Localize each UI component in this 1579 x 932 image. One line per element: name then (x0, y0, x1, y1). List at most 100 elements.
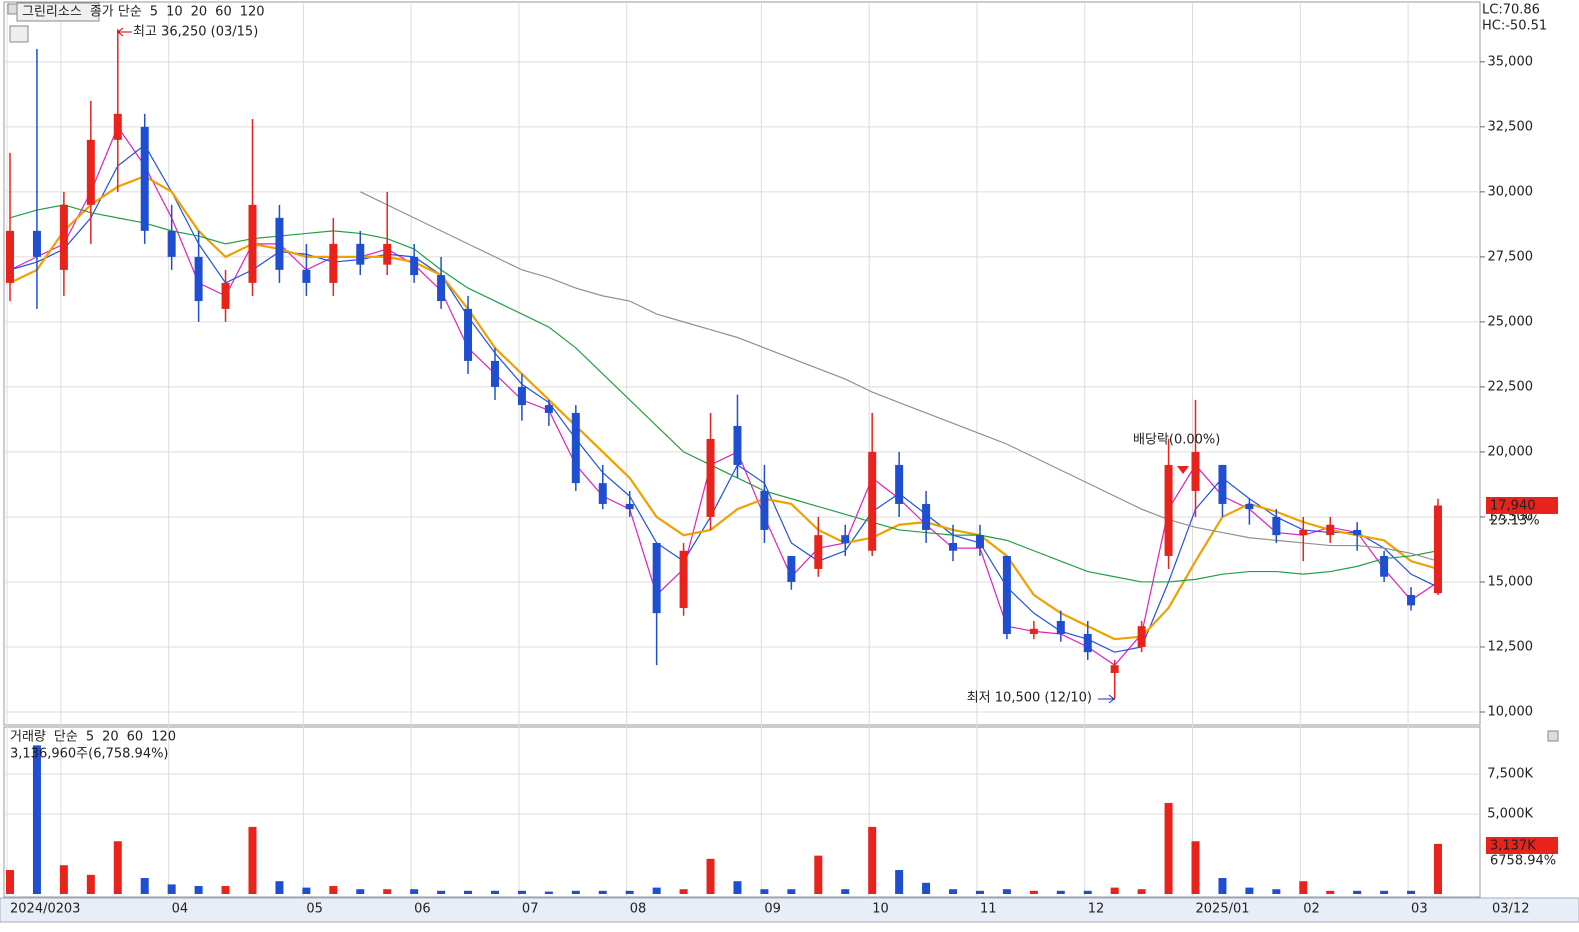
indicator: LC:70.86 (1482, 3, 1540, 18)
volume-bar (814, 855, 823, 894)
candle-body (1299, 529, 1308, 536)
candle-body (32, 230, 41, 257)
candle-body (221, 282, 230, 309)
chart-title: 거래량 (10, 730, 46, 745)
candle-body (1218, 464, 1227, 504)
volume-bar (517, 890, 526, 894)
candle-body (1434, 505, 1442, 594)
volume-panel (3, 726, 1481, 898)
candle-body (895, 464, 904, 504)
volume-bar (1191, 841, 1200, 894)
volume-bar (32, 745, 41, 894)
volume-bar (221, 886, 230, 894)
panel-icon[interactable] (1547, 730, 1559, 742)
legend-entry: 10 (166, 5, 183, 20)
candle-body (6, 230, 14, 283)
volume-bar (679, 889, 688, 894)
last-volume-box (1486, 837, 1558, 854)
volume-bar (571, 890, 580, 894)
candle-body (1056, 620, 1065, 634)
volume-bar (598, 890, 607, 894)
candle-body (706, 438, 715, 517)
candle-body (59, 204, 68, 270)
annotation-arrow (1098, 694, 1116, 704)
chart-title: 그린리소스 (22, 5, 82, 20)
volume-bar (410, 889, 419, 894)
candle-body (625, 503, 634, 510)
candle-body (86, 139, 95, 205)
annotation: 최저 10,500 (12/10) (967, 691, 1092, 706)
volume-bar (1137, 889, 1146, 894)
candle-body (733, 425, 742, 465)
volume-bar (1434, 843, 1442, 894)
candle-body (329, 243, 338, 283)
x-tick-label: 09 (764, 902, 781, 917)
ma-line (9, 204, 1439, 583)
volume-bar (329, 886, 338, 894)
candle-body (1164, 464, 1173, 556)
y-tick-label: 22,500 (1488, 379, 1534, 394)
ma-line (9, 175, 1439, 641)
volume-bar (140, 878, 149, 894)
candle-body (1272, 516, 1281, 536)
last-price-box (1486, 497, 1558, 514)
y-tick-label: 5,000K (1487, 807, 1533, 822)
y-tick-label: 25,000 (1488, 314, 1534, 329)
x-axis-band (0, 897, 1579, 923)
volume-bar (248, 826, 257, 894)
volume-bar (1164, 802, 1173, 894)
indicator: HC:-50.51 (1482, 19, 1547, 34)
y-tick-label: 27,500 (1488, 249, 1534, 264)
volume-bar (760, 889, 769, 894)
candle-body (248, 204, 257, 283)
volume-bar (949, 889, 958, 894)
volume-bar (652, 887, 661, 894)
x-tick-label: 04 (172, 902, 189, 917)
legend-entry: 20 (191, 5, 208, 20)
ma-line (360, 191, 1439, 562)
candle-body (571, 412, 580, 484)
x-tick-label: 03 (1411, 902, 1428, 917)
title-box (16, 2, 100, 22)
candle-body (140, 126, 149, 231)
candle-body (167, 230, 176, 257)
volume-bar (1272, 889, 1281, 894)
y-tick-label: 12,500 (1488, 639, 1534, 654)
volume-bar (1218, 878, 1227, 894)
volume-bar (733, 881, 742, 894)
volume-bar (895, 870, 904, 894)
y-tick-label: 10,000 (1488, 704, 1534, 719)
last-price: 17,940 (1490, 499, 1536, 514)
candle-body (868, 451, 877, 551)
y-tick-label: 35,000 (1488, 54, 1534, 69)
volume-bar (1326, 890, 1335, 894)
volume-bar (1056, 890, 1065, 894)
candle-body (1353, 529, 1362, 536)
candle-body (437, 275, 446, 302)
volume-bar (975, 890, 984, 894)
volume-bar (383, 889, 392, 894)
candle-body (1110, 665, 1119, 673)
volume-bar (464, 890, 473, 894)
legend-entry: 120 (151, 730, 176, 745)
volume-bar (1110, 887, 1119, 894)
legend-entry: 60 (127, 730, 144, 745)
volume-bar (1407, 890, 1416, 894)
legend-entry: 60 (215, 5, 232, 20)
candle-body (1380, 555, 1389, 577)
volume-bar (113, 841, 122, 894)
volume-bar (1002, 889, 1011, 894)
legend-entry: 5 (150, 5, 158, 20)
volume-bar (59, 865, 68, 894)
candle-body (383, 243, 392, 265)
y-tick-label: 30,000 (1488, 184, 1534, 199)
candle-body (1245, 503, 1254, 510)
volume-bar (1380, 890, 1389, 894)
table-icon[interactable] (9, 25, 29, 43)
x-tick-label: 08 (630, 902, 647, 917)
volume-bar (167, 884, 176, 894)
candle-body (652, 542, 661, 614)
volume-bar (841, 889, 850, 894)
